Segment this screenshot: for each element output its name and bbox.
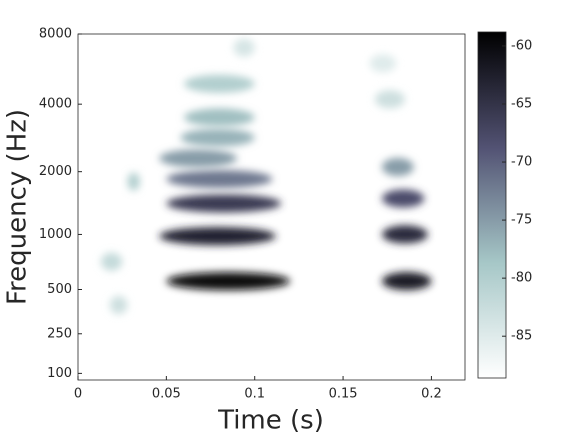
colorbar-tick-label: -80 — [511, 271, 532, 286]
x-tick-label: 0.05 — [152, 387, 181, 402]
energy-band — [166, 194, 282, 213]
energy-band — [127, 172, 140, 191]
y-tick-label: 500 — [47, 282, 72, 297]
y-axis-label: Frequency (Hz) — [3, 109, 33, 305]
x-tick-label: 0.1 — [244, 387, 265, 402]
colorbar-tick-label: -70 — [511, 155, 532, 170]
x-tick-label: 0.2 — [421, 387, 442, 402]
x-tick-label: 0.15 — [329, 387, 358, 402]
colorbar-tick-label: -85 — [511, 329, 532, 344]
energy-band — [184, 74, 255, 93]
energy-band — [166, 170, 273, 189]
energy-band — [374, 90, 405, 109]
colorbar-tick-label: -65 — [511, 96, 532, 111]
energy-band — [233, 38, 255, 57]
x-axis-label: Time (s) — [217, 406, 324, 436]
colorbar-tick-label: -75 — [511, 213, 532, 228]
energy-band — [100, 252, 123, 271]
y-tick-label: 4000 — [39, 97, 72, 112]
energy-band — [381, 272, 432, 291]
spectrogram-image — [100, 38, 432, 315]
x-tick-label: 0 — [74, 387, 82, 402]
energy-band — [184, 108, 255, 127]
energy-band — [159, 227, 276, 246]
energy-band — [381, 225, 428, 244]
energy-band — [180, 128, 255, 147]
energy-band — [109, 296, 128, 315]
y-tick-label: 250 — [47, 326, 72, 341]
y-tick-label: 100 — [47, 366, 72, 381]
energy-band — [381, 189, 425, 208]
energy-band — [381, 158, 414, 177]
energy-band — [369, 54, 397, 73]
y-tick-label: 8000 — [39, 27, 72, 42]
energy-band — [166, 272, 291, 291]
y-tick-label: 2000 — [39, 164, 72, 179]
colorbar — [477, 31, 507, 379]
colorbar-tick-label: -60 — [511, 38, 532, 53]
y-tick-label: 1000 — [39, 227, 72, 242]
plot-frame — [77, 33, 466, 381]
energy-band — [159, 149, 238, 168]
